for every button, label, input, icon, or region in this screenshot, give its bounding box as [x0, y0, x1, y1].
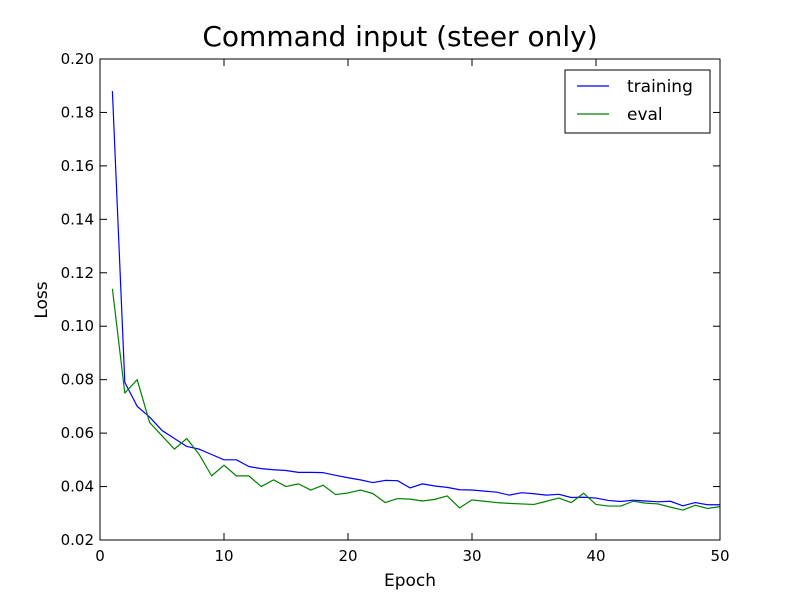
y-tick-label: 0.18 [61, 103, 94, 121]
x-tick-label: 0 [95, 547, 105, 565]
y-tick-label: 0.10 [61, 317, 94, 335]
y-tick-label: 0.14 [61, 210, 94, 228]
series-line-training [111, 91, 720, 507]
y-tick-label: 0.08 [61, 371, 94, 389]
chart-title: Command input (steer only) [202, 20, 597, 53]
y-tick-label: 0.12 [61, 264, 94, 282]
x-tick-label: 40 [586, 547, 605, 565]
y-axis-label: Loss [32, 281, 52, 318]
legend-label-training: training [627, 77, 693, 97]
x-tick-label: 50 [710, 547, 729, 565]
y-tick-label: 0.16 [61, 157, 94, 175]
series-layer [111, 91, 721, 511]
y-axis-ticks: 0.02 0.04 0.06 0.08 0.10 0.12 0.14 0.16 0.18 0.20 [61, 50, 720, 549]
x-tick-label: 20 [338, 547, 357, 565]
x-tick-label: 30 [462, 547, 481, 565]
y-tick-label: 0.06 [61, 424, 94, 442]
plot-frame [99, 58, 721, 541]
legend-label-eval: eval [627, 105, 663, 125]
x-axis-label: Epoch [384, 571, 436, 591]
legend-box [564, 69, 711, 134]
y-tick-label: 0.04 [61, 478, 94, 496]
y-tick-label: 0.02 [61, 531, 94, 549]
x-axis-ticks: 0 10 20 30 40 50 [95, 59, 730, 565]
legend: training eval [564, 69, 711, 134]
y-tick-label: 0.20 [61, 50, 94, 68]
x-tick-label: 10 [214, 547, 233, 565]
plot-area [100, 59, 720, 540]
series-line-eval [111, 288, 721, 511]
